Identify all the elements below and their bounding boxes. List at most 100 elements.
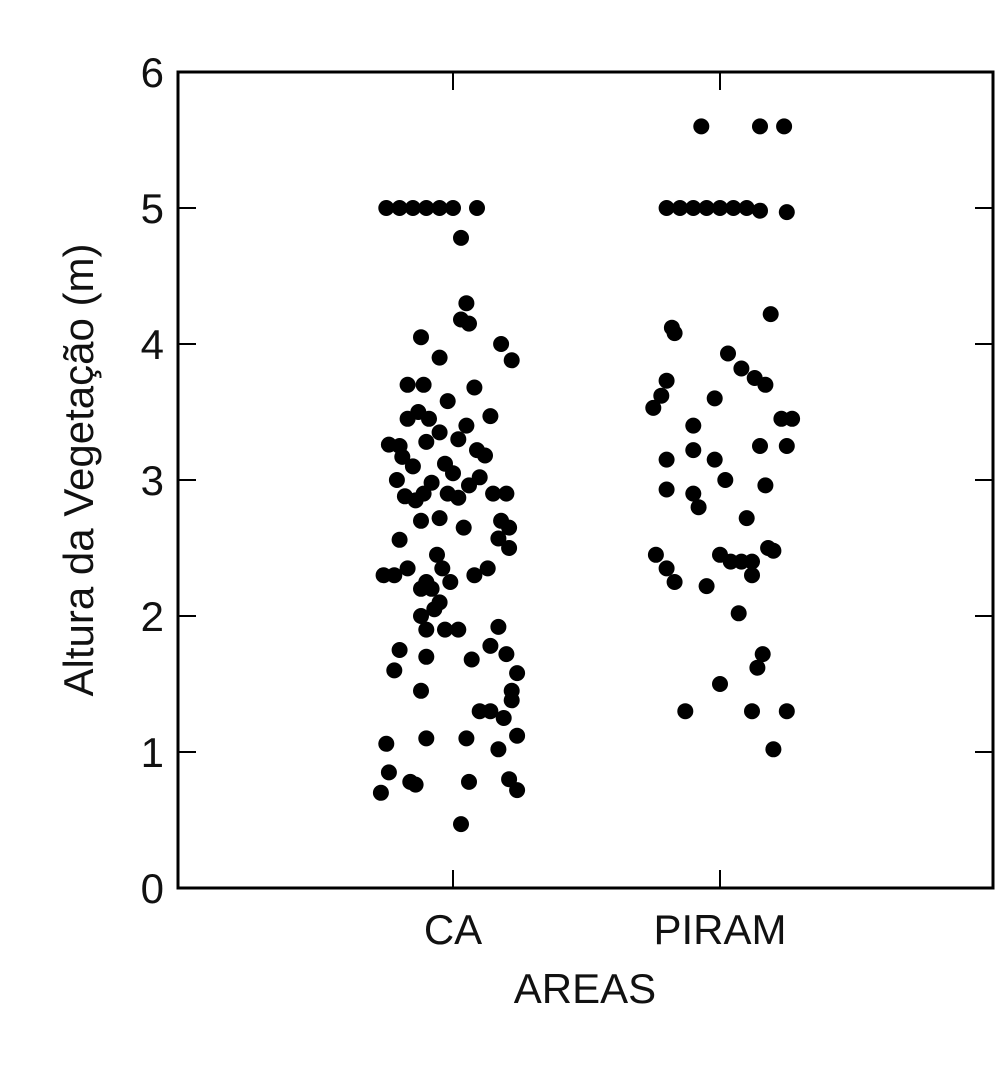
data-point [413,512,429,529]
data-point [461,773,477,790]
data-point [720,345,736,362]
y-tick-label: 2 [141,593,164,640]
data-point [431,200,448,216]
data-point [744,567,760,584]
y-tick-label: 6 [141,49,164,96]
data-point [498,485,515,502]
data-point [493,336,510,352]
data-point [744,703,760,720]
data-point [461,315,477,332]
data-point [765,542,782,559]
data-point [693,118,710,135]
data-point [495,710,512,726]
data-point [490,741,507,758]
data-point [752,438,768,454]
data-point [378,200,395,216]
data-point [421,410,437,427]
y-tick-label: 5 [141,185,164,232]
data-point [509,727,526,744]
data-point [482,408,499,425]
data-point [717,472,734,488]
data-point [706,451,723,468]
y-tick-label: 0 [141,865,164,912]
data-point [482,703,499,720]
data-point [391,200,408,216]
data-point [399,410,416,427]
data-point [458,417,475,434]
data-point [685,485,702,502]
data-point [776,118,793,135]
data-point [752,202,768,219]
data-point [415,485,432,502]
data-point [450,489,467,506]
data-point [386,662,403,679]
data-point [463,651,480,668]
data-point [778,703,795,720]
data-point [431,349,448,366]
data-point [733,360,750,377]
data-point [386,567,403,584]
data-point [413,329,429,346]
data-point [418,730,435,747]
data-point [749,659,766,676]
data-point [752,118,768,135]
plot-frame [176,70,995,890]
data-point [404,200,421,216]
x-axis: CA PIRAM [424,72,787,953]
data-point [503,352,520,369]
data-point [501,519,518,536]
data-point [778,204,795,221]
data-point [666,574,683,590]
data-point [730,605,747,622]
plot-border [176,70,995,890]
data-point [490,530,507,547]
data-point [461,477,477,494]
data-point [394,448,411,465]
data-point [738,510,755,527]
x-axis-title: AREAS [514,965,656,1012]
data-point [698,578,715,595]
y-tick-label: 4 [141,321,164,368]
data-point [399,560,416,577]
data-point [453,229,469,246]
data-point [658,200,675,216]
data-point [778,438,795,454]
data-point [458,730,475,747]
data-point [404,458,421,475]
data-point [725,200,742,216]
data-point [415,376,432,393]
data-point [445,200,461,216]
data-point [378,735,395,752]
data-point [372,784,389,801]
data-point [482,637,499,654]
data-point [685,200,702,216]
data-point [388,472,405,488]
data-point [485,485,502,502]
data-point [645,399,662,416]
data-point [442,574,459,590]
data-point [685,417,702,434]
y-tick-label: 3 [141,457,164,504]
data-point [450,431,467,448]
data-point [738,200,755,216]
data-point [666,325,683,342]
data-point [479,560,496,577]
data-point [431,510,448,527]
data-point [658,481,675,498]
data-point [658,372,675,389]
data-point [391,642,408,658]
data-point [509,782,526,799]
data-point [413,608,429,624]
data-point [503,692,520,709]
x-tick-label: CA [424,906,482,953]
data-point [445,465,461,482]
data-point [455,519,472,536]
data-point [757,477,774,494]
data-point [437,621,453,638]
data-point [407,776,424,793]
data-point [509,665,526,682]
data-point [744,553,760,570]
data-point [677,703,694,720]
data-point [762,306,779,323]
data-point [658,451,675,468]
